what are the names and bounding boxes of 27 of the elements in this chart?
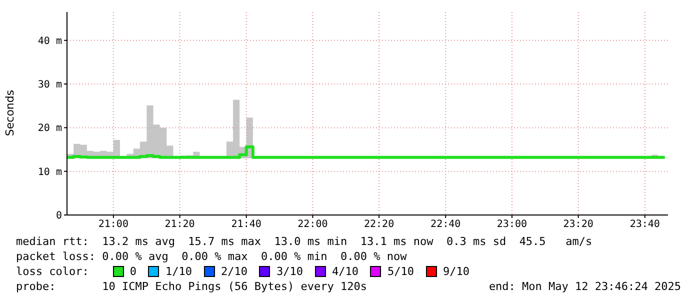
text: probe: 10 ICMP Echo Pings (56 Bytes) every 120s [16,279,367,294]
legend-label: 2/10 [220,264,248,279]
x-tick-label: 21:00 [98,219,128,230]
legend-label: 9/10 [442,264,470,279]
text: median rtt: 13.2 ms avg 15.7 ms max 13.0 ms min 13.1 ms now 0.3 ms sd 45.5 am/s [16,234,594,249]
legend-label: 1/10 [165,264,192,279]
x-tick-label: 22:40 [430,219,461,230]
text: packet loss: 0.00 % avg 0.00 % max 0.00 % min 0.00 % now [16,249,408,264]
y-tick-label: 30 m [38,80,62,91]
x-tick-label: 23:40 [630,219,660,230]
legend-label: 3/10 [276,264,303,279]
x-tick-label: 23:20 [563,219,594,230]
text: end: Mon May 12 23:46:24 2025 [488,279,681,294]
y-tick-label: 10 m [38,166,62,178]
y-axis-title: Seconds [4,90,16,136]
x-tick-label: 22:20 [364,219,394,230]
x-tick-label: 21:40 [231,219,262,230]
x-tick-label: 23:00 [496,219,528,230]
legend-label: 0 [130,264,136,279]
x-tick-label: 22:00 [298,219,328,230]
y-tick-label: 20 m [38,123,62,134]
legend-label: 4/10 [332,264,358,279]
legend-label: 5/10 [387,264,414,279]
x-tick-label: 21:20 [164,219,195,230]
legend-title: loss color: [16,264,89,279]
y-tick-label: 40 m [38,36,62,47]
y-tick-label: 0 [56,210,62,222]
